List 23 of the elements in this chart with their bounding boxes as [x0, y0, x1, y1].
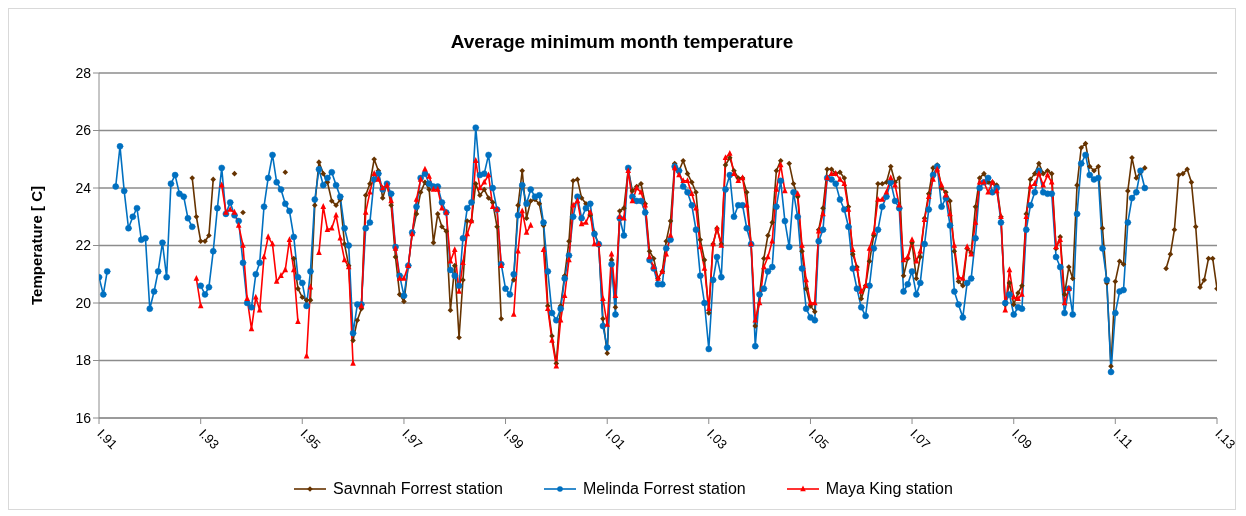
x-tick-label: I.09 — [1009, 425, 1036, 452]
chart-title: Average minimum month temperature — [449, 31, 795, 53]
y-tick-label: 20 — [75, 294, 92, 311]
x-tick-label: I.07 — [907, 425, 934, 452]
x-tick-label: I.11 — [1110, 425, 1137, 452]
y-tick-label: 26 — [75, 122, 92, 139]
legend-label: Maya King station — [825, 480, 953, 498]
x-tick-label: I.95 — [297, 425, 324, 452]
y-tick-label: 22 — [75, 237, 92, 254]
x-tick-label: I.03 — [704, 425, 731, 452]
y-axis-title: Temperature [ C] — [28, 186, 46, 305]
legend-label: Savnnah Forrest station — [333, 480, 503, 498]
x-tick-label: I.99 — [500, 425, 527, 452]
x-tick-label: I.05 — [805, 425, 832, 452]
y-tick-label: 28 — [75, 64, 92, 81]
x-tick-label: I.01 — [602, 425, 629, 452]
x-tick-label: I.97 — [399, 425, 426, 452]
legend-label: Melinda Forrest station — [582, 480, 746, 498]
y-tick-label: 18 — [75, 352, 92, 369]
y-tick-label: 16 — [75, 409, 92, 426]
x-tick-label: I.93 — [196, 425, 223, 452]
y-tick-label: 24 — [75, 179, 92, 196]
x-tick-label: I.91 — [94, 425, 121, 452]
